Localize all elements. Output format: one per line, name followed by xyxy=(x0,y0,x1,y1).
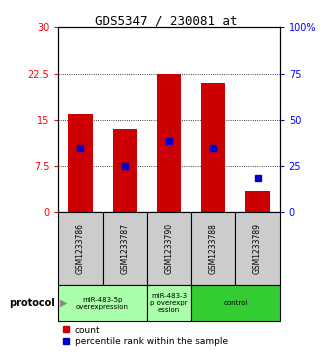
Text: ▶: ▶ xyxy=(60,298,68,308)
Bar xyxy=(113,129,137,212)
Text: miR-483-3
p overexpr
ession: miR-483-3 p overexpr ession xyxy=(150,293,188,313)
Bar xyxy=(191,212,235,285)
Text: GSM1233786: GSM1233786 xyxy=(76,223,85,274)
Text: GSM1233790: GSM1233790 xyxy=(165,223,173,274)
Text: GDS5347 / 230081_at: GDS5347 / 230081_at xyxy=(95,15,238,28)
Bar xyxy=(235,212,280,285)
Bar xyxy=(103,212,147,285)
Bar xyxy=(147,212,191,285)
Text: protocol: protocol xyxy=(9,298,55,308)
Text: GSM1233789: GSM1233789 xyxy=(253,223,262,274)
Text: miR-483-5p
overexpression: miR-483-5p overexpression xyxy=(76,297,129,310)
Bar xyxy=(157,73,181,212)
Legend: count, percentile rank within the sample: count, percentile rank within the sample xyxy=(63,326,228,346)
Bar xyxy=(147,285,191,321)
Bar xyxy=(245,191,270,212)
Text: GSM1233787: GSM1233787 xyxy=(120,223,129,274)
Text: control: control xyxy=(223,300,248,306)
Bar xyxy=(58,212,103,285)
Bar xyxy=(58,285,147,321)
Bar xyxy=(68,114,93,212)
Bar xyxy=(191,285,280,321)
Text: GSM1233788: GSM1233788 xyxy=(209,223,218,274)
Bar xyxy=(201,83,225,212)
